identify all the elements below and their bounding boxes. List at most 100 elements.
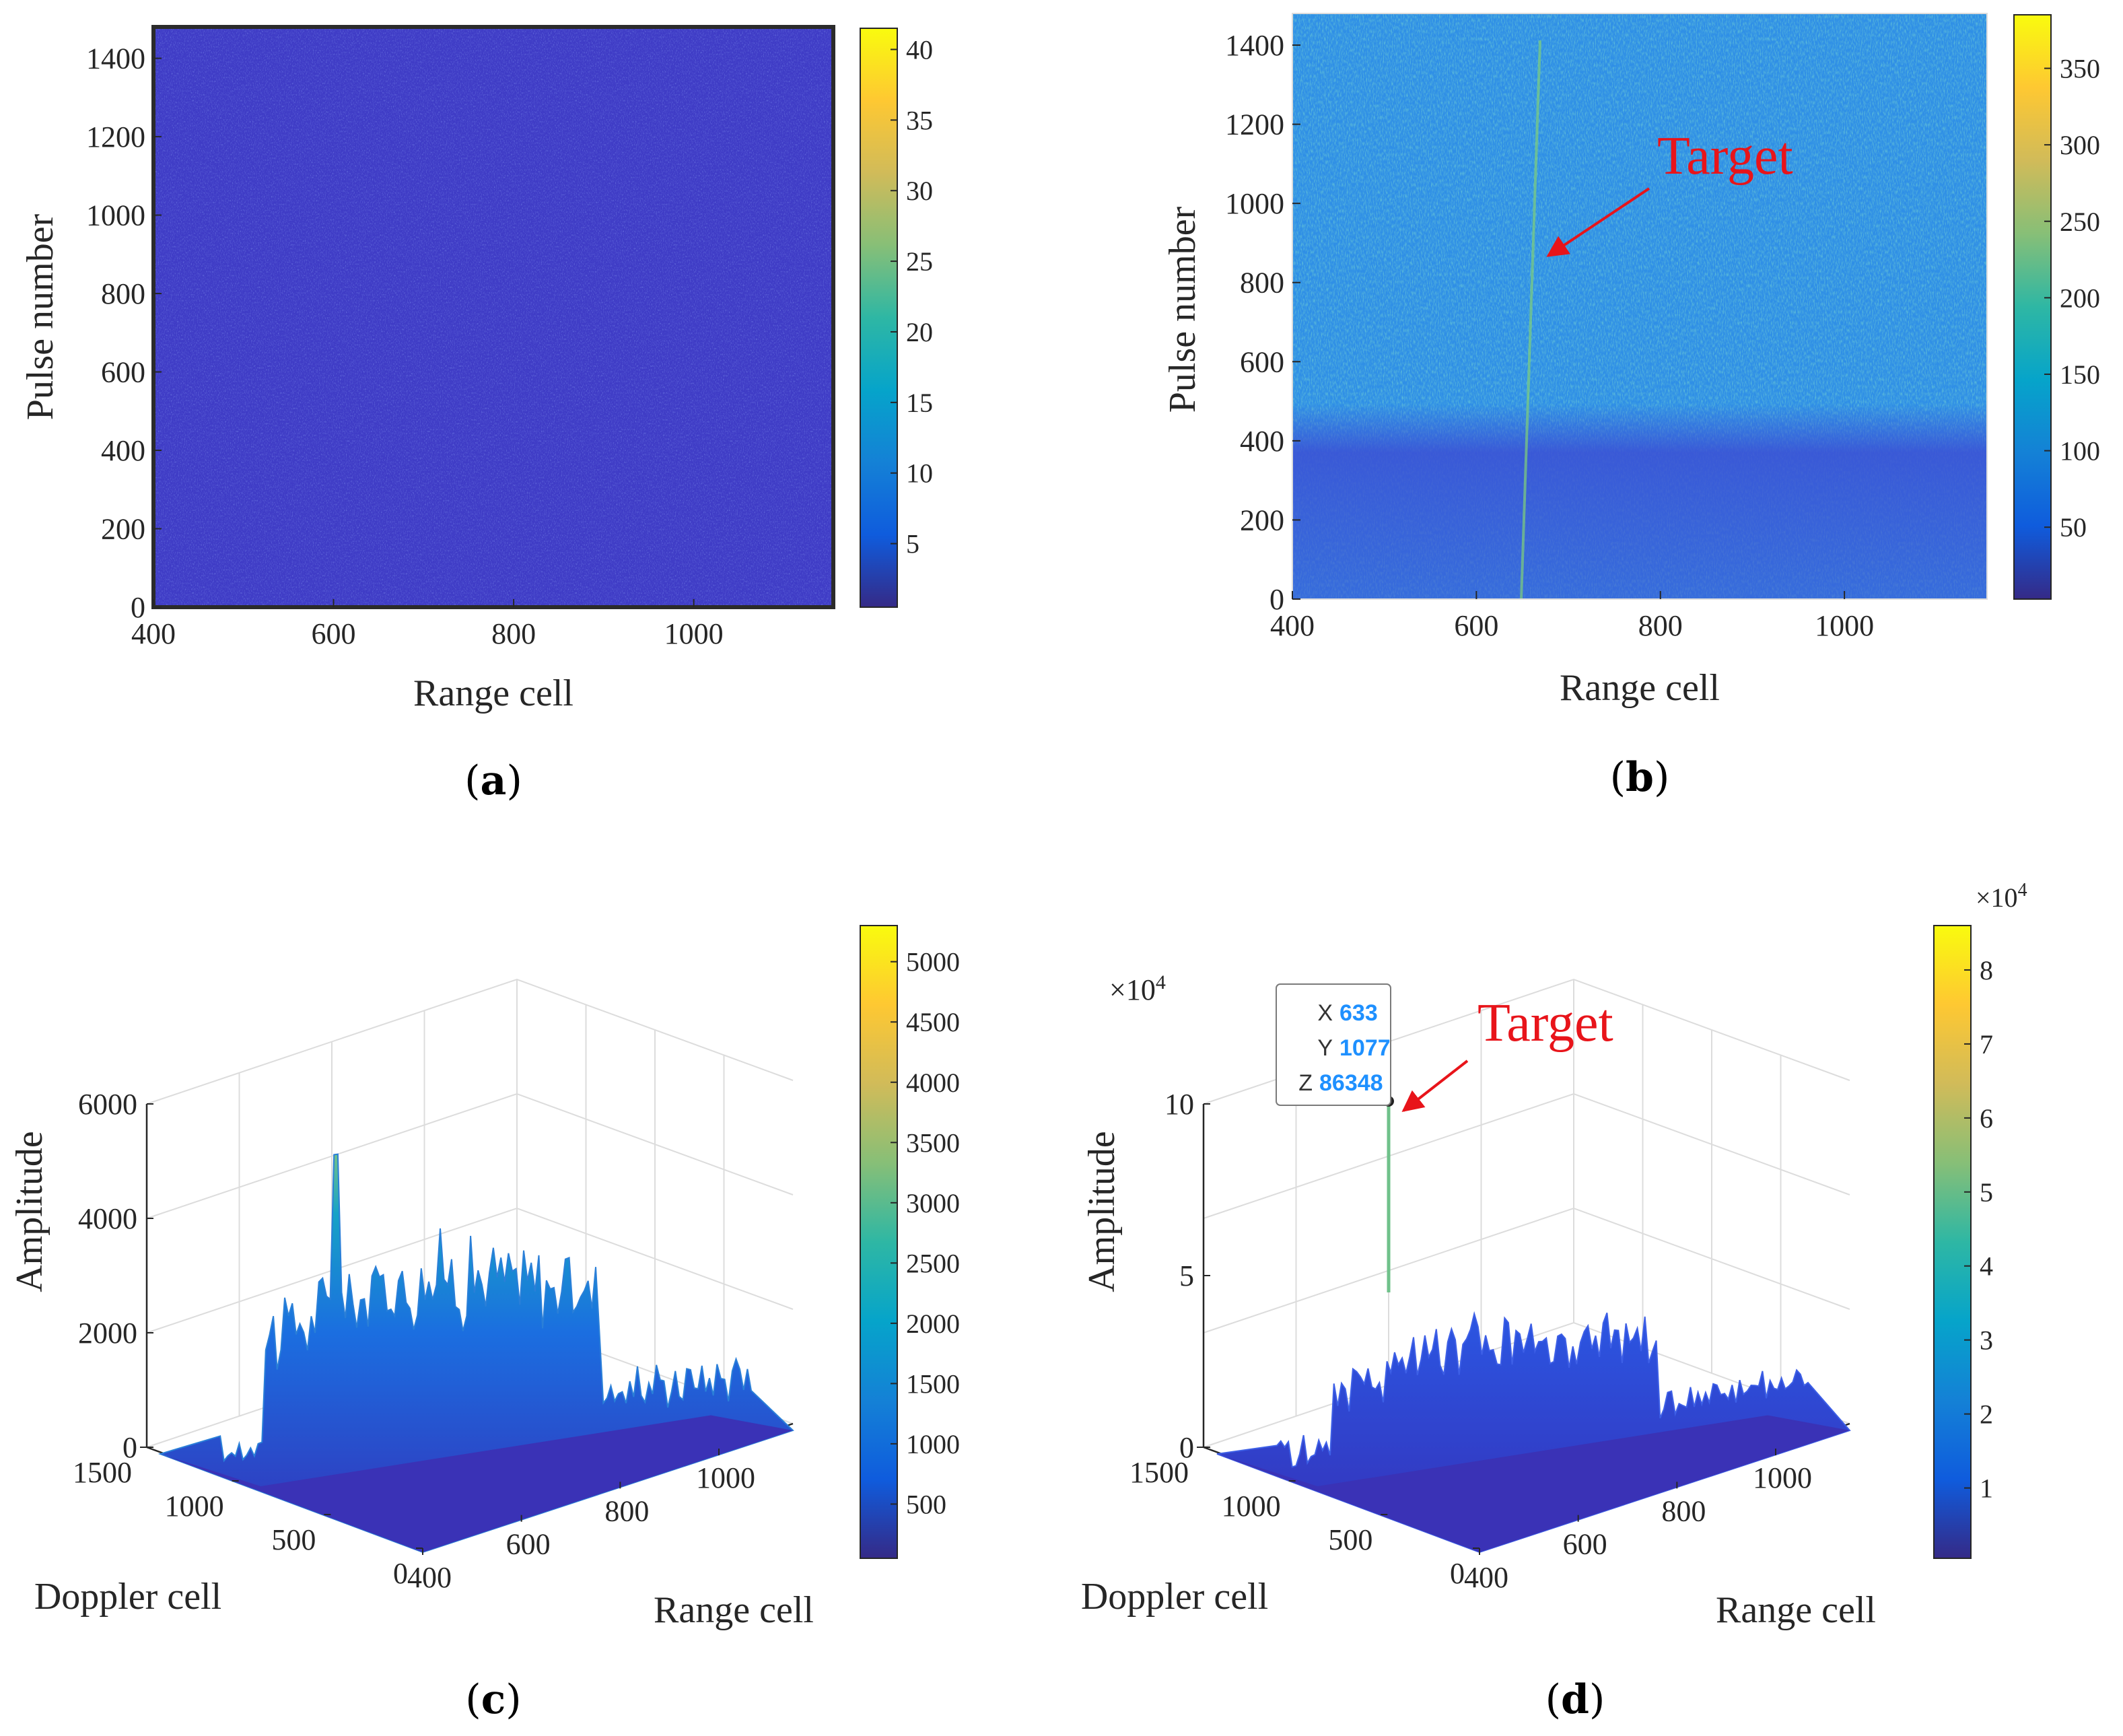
cb-tick-label-d: 1 xyxy=(1980,1473,1993,1504)
cb-tick-label-a: 30 xyxy=(906,176,933,206)
xlabel-a: Range cell xyxy=(413,672,573,714)
y-tick-label-c: 1500 xyxy=(73,1456,132,1489)
colorbar-a-ticks: 5 10 15 20 25 30 35 40 xyxy=(891,34,933,559)
cb-tick-label-c: 2500 xyxy=(906,1248,960,1278)
y-tick-label-c: 0 xyxy=(393,1557,408,1590)
box-top-c xyxy=(146,978,794,1105)
datatip-z: Z xyxy=(1298,1070,1313,1096)
heatmap-a-speckle xyxy=(153,27,833,607)
y-tick-label-a: 600 xyxy=(101,356,145,389)
datatip-y: Y xyxy=(1317,1035,1333,1061)
cb-tick-label-b: 250 xyxy=(2060,207,2100,237)
x-tick-label-d: 400 xyxy=(1464,1561,1508,1594)
cb-tick-label-d: 4 xyxy=(1980,1251,1993,1282)
grid-d xyxy=(1203,1207,1850,1333)
x-tick-label-c: 600 xyxy=(506,1528,551,1561)
z-tick-label-c: 2000 xyxy=(78,1317,137,1350)
target-label-d: Target xyxy=(1477,994,1613,1053)
z-tick-label-c: 0 xyxy=(123,1431,137,1464)
datatip-z-value: 86348 xyxy=(1319,1070,1383,1096)
y-tick-label-a: 1000 xyxy=(86,199,145,232)
heatmap-b-lowband xyxy=(1292,404,1987,599)
x-tick-label-d: 1000 xyxy=(1753,1461,1812,1494)
cb-tick-label-d: 8 xyxy=(1980,955,1993,985)
cb-tick-label-a: 15 xyxy=(906,388,933,418)
cb-tick-label-d: 5 xyxy=(1980,1177,1993,1208)
cb-tick-label-a: 25 xyxy=(906,246,933,277)
z-tick-label-c: 4000 xyxy=(78,1202,137,1235)
y-tick-label-b: 1200 xyxy=(1225,108,1284,141)
x-tick-label-a: 800 xyxy=(491,617,536,650)
cb-tick-label-a: 5 xyxy=(906,529,919,559)
target-arrow-b xyxy=(1546,187,1650,257)
y-tick-label-d: 1500 xyxy=(1129,1456,1189,1489)
panel-label-c: (c) xyxy=(465,1676,521,1723)
x-tick-label-d: 600 xyxy=(1563,1528,1607,1561)
datatip-x-value: 633 xyxy=(1339,1000,1378,1026)
target-track xyxy=(1520,40,1541,600)
cb-tick-label-c: 1500 xyxy=(906,1368,960,1399)
cb-tick-label-c: 4000 xyxy=(906,1068,960,1098)
zlabel-d: Amplitude xyxy=(1081,1131,1123,1292)
colorbar-b xyxy=(2013,14,2052,600)
y-tick-label-a: 0 xyxy=(131,591,145,624)
datatip-x: X xyxy=(1317,1000,1333,1026)
cb-tick-label-b: 200 xyxy=(2060,283,2100,313)
y-tick-label-b: 0 xyxy=(1269,583,1284,616)
x-tick-label-a: 400 xyxy=(131,617,176,650)
heatmap-a-frame xyxy=(151,25,835,609)
xlabel-d: Range cell xyxy=(1716,1589,1876,1631)
cb-tick-label-d: 3 xyxy=(1980,1325,1993,1356)
grid-c xyxy=(146,1092,794,1219)
ylabel-d: Doppler cell xyxy=(1081,1576,1268,1618)
y-tick-label-b: 1000 xyxy=(1225,187,1284,220)
cb-tick-label-b: 300 xyxy=(2060,130,2100,160)
y-tick-label-d: 0 xyxy=(1450,1557,1465,1590)
panel-label-a: (a) xyxy=(464,757,522,804)
heatmap-b-frame xyxy=(1292,13,1988,600)
datatip[interactable]: X 633 Y 1077 Z 86348 xyxy=(1276,983,1391,1106)
y-tick-label-a: 200 xyxy=(101,513,145,546)
x-tick-label-a: 600 xyxy=(312,617,356,650)
cb-tick-label-c: 2000 xyxy=(906,1309,960,1339)
panel-b: 400 600 800 1000 0 200 400 600 800 1000 1200 1400 5… xyxy=(1162,13,2100,801)
z-multiplier-d: ×104 xyxy=(1109,971,1166,1006)
cb-tick-label-d: 6 xyxy=(1980,1103,1993,1134)
cb-tick-label-c: 1000 xyxy=(906,1429,960,1459)
ylabel-c: Doppler cell xyxy=(34,1576,221,1618)
y-tick-label-b: 200 xyxy=(1240,504,1284,536)
panel-a: 400 600 800 1000 0 200 400 600 800 1000 1200 1400 5… xyxy=(20,25,933,804)
x-tick-label-a: 1000 xyxy=(664,617,724,650)
y-tick-label-b: 600 xyxy=(1240,345,1284,378)
colorbar-c-ticks: 500 1000 1500 2000 2500 3000 3500 4000 4500 5000 xyxy=(891,947,960,1519)
x-tick-label-b: 600 xyxy=(1454,609,1498,642)
y-tick-label-c: 1000 xyxy=(165,1490,224,1523)
panel-label-d: (d) xyxy=(1545,1676,1605,1723)
cb-tick-label-a: 40 xyxy=(906,34,933,65)
grid-d xyxy=(1203,1092,1850,1219)
datatip-y-value: 1077 xyxy=(1339,1035,1391,1061)
grid-c xyxy=(146,1207,794,1333)
cb-tick-label-c: 4500 xyxy=(906,1007,960,1037)
zlabel-c: Amplitude xyxy=(9,1131,50,1292)
colorbar-d-ticks: 1 2 3 4 5 6 7 8 xyxy=(1964,955,1993,1504)
z-tick-label-c: 6000 xyxy=(78,1088,137,1121)
ylabel-b: Pulse number xyxy=(1162,206,1204,413)
y-tick-label-b: 400 xyxy=(1240,425,1284,458)
z-tick-label-d: 5 xyxy=(1179,1259,1194,1292)
x-tick-label-c: 400 xyxy=(407,1561,452,1594)
cb-tick-label-a: 10 xyxy=(906,458,933,489)
cb-tick-label-a: 35 xyxy=(906,105,933,135)
cb-tick-label-c: 500 xyxy=(906,1489,946,1519)
y-tick-label-d: 1000 xyxy=(1222,1490,1281,1523)
cb-tick-label-d: 7 xyxy=(1980,1029,1993,1060)
ylabel-a: Pulse number xyxy=(20,213,61,420)
y-tick-label-a: 800 xyxy=(101,277,145,310)
axes-b: 400 600 800 1000 0 200 400 600 800 1000 1200 1400 xyxy=(1225,29,1874,642)
cb-tick-label-b: 150 xyxy=(2060,359,2100,390)
cb-tick-label-b: 350 xyxy=(2060,54,2100,84)
